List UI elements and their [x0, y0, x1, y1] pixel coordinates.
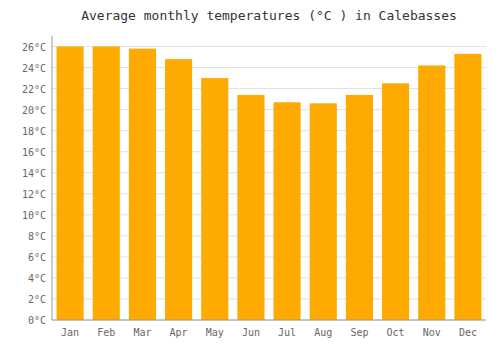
y-tick-label: 22°C [22, 84, 46, 95]
bar [310, 103, 337, 320]
bar [418, 65, 445, 320]
bar [237, 95, 264, 320]
x-tick-label: Aug [314, 327, 332, 338]
x-tick-label: Nov [423, 327, 441, 338]
chart: Average monthly temperatures (°C ) in Ca… [0, 0, 500, 350]
y-tick-label: 26°C [22, 42, 46, 53]
x-tick-label: Mar [133, 327, 151, 338]
y-axis-line [52, 36, 53, 320]
x-tick-label: Jul [278, 327, 296, 338]
x-axis-line [52, 320, 486, 321]
bar [93, 47, 120, 320]
x-tick-label: Apr [170, 327, 188, 338]
bar [454, 54, 481, 320]
bars [57, 47, 482, 320]
x-tick-label: Dec [459, 327, 477, 338]
x-tick-label: Feb [97, 327, 115, 338]
x-tick-label: Oct [387, 327, 405, 338]
y-tick-label: 2°C [28, 294, 46, 305]
y-tick-label: 16°C [22, 147, 46, 158]
grid-line [52, 320, 486, 321]
y-tick-label: 8°C [28, 231, 46, 242]
bar [165, 59, 192, 320]
bar [201, 78, 228, 320]
x-tick-label: Jan [61, 327, 79, 338]
x-tick-label: Jun [242, 327, 260, 338]
x-tick-label: May [206, 327, 224, 338]
y-tick-label: 6°C [28, 252, 46, 263]
y-tick-label: 24°C [22, 63, 46, 74]
bar [274, 102, 301, 320]
x-tick-label: Sep [350, 327, 368, 338]
y-tick-label: 20°C [22, 105, 46, 116]
grid [52, 47, 486, 320]
bar [129, 49, 156, 320]
y-tick-label: 18°C [22, 126, 46, 137]
y-tick-label: 0°C [28, 315, 46, 326]
y-tick-label: 14°C [22, 168, 46, 179]
y-tick-label: 12°C [22, 189, 46, 200]
y-tick-label: 10°C [22, 210, 46, 221]
bar [346, 95, 373, 320]
chart-container: Average monthly temperatures (°C ) in Ca… [0, 0, 500, 350]
title: Average monthly temperatures (°C ) in Ca… [81, 8, 457, 23]
y-tick-label: 4°C [28, 273, 46, 284]
bar [382, 83, 409, 320]
bar [57, 47, 84, 320]
